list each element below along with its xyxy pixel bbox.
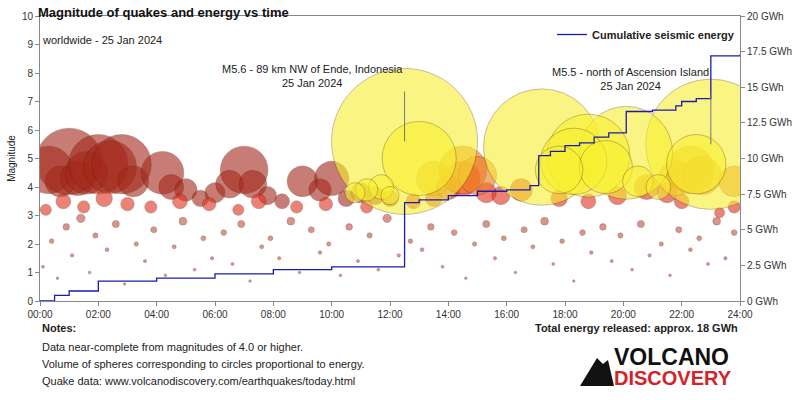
svg-text:2.5 GWh: 2.5 GWh xyxy=(747,260,786,271)
svg-text:06:00: 06:00 xyxy=(202,309,227,320)
svg-text:DISCOVERY: DISCOVERY xyxy=(614,367,732,389)
svg-text:10: 10 xyxy=(22,11,34,22)
svg-text:worldwide - 25 Jan 2024: worldwide - 25 Jan 2024 xyxy=(42,34,162,46)
svg-text:12.5 GWh: 12.5 GWh xyxy=(747,117,792,128)
svg-text:04:00: 04:00 xyxy=(144,309,169,320)
svg-text:18:00: 18:00 xyxy=(552,309,577,320)
svg-text:9: 9 xyxy=(27,39,33,50)
svg-text:M5.5 - north of Ascension Isla: M5.5 - north of Ascension Island25 Jan 2… xyxy=(552,66,709,92)
svg-text:Notes:: Notes: xyxy=(42,322,76,334)
svg-text:7: 7 xyxy=(27,96,33,107)
svg-text:1: 1 xyxy=(27,267,33,278)
svg-text:16:00: 16:00 xyxy=(494,309,519,320)
svg-text:5 GWh: 5 GWh xyxy=(747,224,778,235)
svg-text:5: 5 xyxy=(27,153,33,164)
svg-text:Total energy released: approx.: Total energy released: approx. 18 GWh xyxy=(535,322,738,334)
svg-text:Quake data: www.volcanodiscove: Quake data: www.volcanodiscovery.com/ear… xyxy=(42,375,355,387)
svg-text:24:00: 24:00 xyxy=(727,309,752,320)
svg-text:00:00: 00:00 xyxy=(27,309,52,320)
svg-text:7.5 GWh: 7.5 GWh xyxy=(747,189,786,200)
svg-text:22:00: 22:00 xyxy=(669,309,694,320)
svg-text:15 GWh: 15 GWh xyxy=(747,82,784,93)
svg-text:6: 6 xyxy=(27,125,33,136)
svg-text:M5.6 - 89 km NW of Ende, Indon: M5.6 - 89 km NW of Ende, Indonesia25 Jan… xyxy=(222,63,403,89)
svg-text:12:00: 12:00 xyxy=(377,309,402,320)
svg-text:3: 3 xyxy=(27,210,33,221)
svg-text:10 GWh: 10 GWh xyxy=(747,153,784,164)
svg-text:0 GWh: 0 GWh xyxy=(747,296,778,307)
svg-text:Data near-complete from magnit: Data near-complete from magnitudes of 4.… xyxy=(42,341,303,353)
svg-text:10:00: 10:00 xyxy=(319,309,344,320)
svg-text:8: 8 xyxy=(27,68,33,79)
svg-text:2: 2 xyxy=(27,239,33,250)
svg-text:VOLCANO: VOLCANO xyxy=(614,344,729,370)
svg-text:Magnitude of quakes and energy: Magnitude of quakes and energy vs time xyxy=(38,5,289,20)
svg-text:Cumulative seismic energy: Cumulative seismic energy xyxy=(592,29,735,41)
svg-text:17.5 GWh: 17.5 GWh xyxy=(747,46,792,57)
svg-text:Magnitude: Magnitude xyxy=(6,135,17,182)
svg-text:20 GWh: 20 GWh xyxy=(747,11,784,22)
svg-text:Volume of spheres correspondin: Volume of spheres corresponding to circl… xyxy=(42,358,365,370)
svg-text:08:00: 08:00 xyxy=(261,309,286,320)
svg-text:02:00: 02:00 xyxy=(86,309,111,320)
svg-text:0: 0 xyxy=(27,296,33,307)
svg-text:20:00: 20:00 xyxy=(611,309,636,320)
svg-text:4: 4 xyxy=(27,182,33,193)
svg-text:14:00: 14:00 xyxy=(436,309,461,320)
